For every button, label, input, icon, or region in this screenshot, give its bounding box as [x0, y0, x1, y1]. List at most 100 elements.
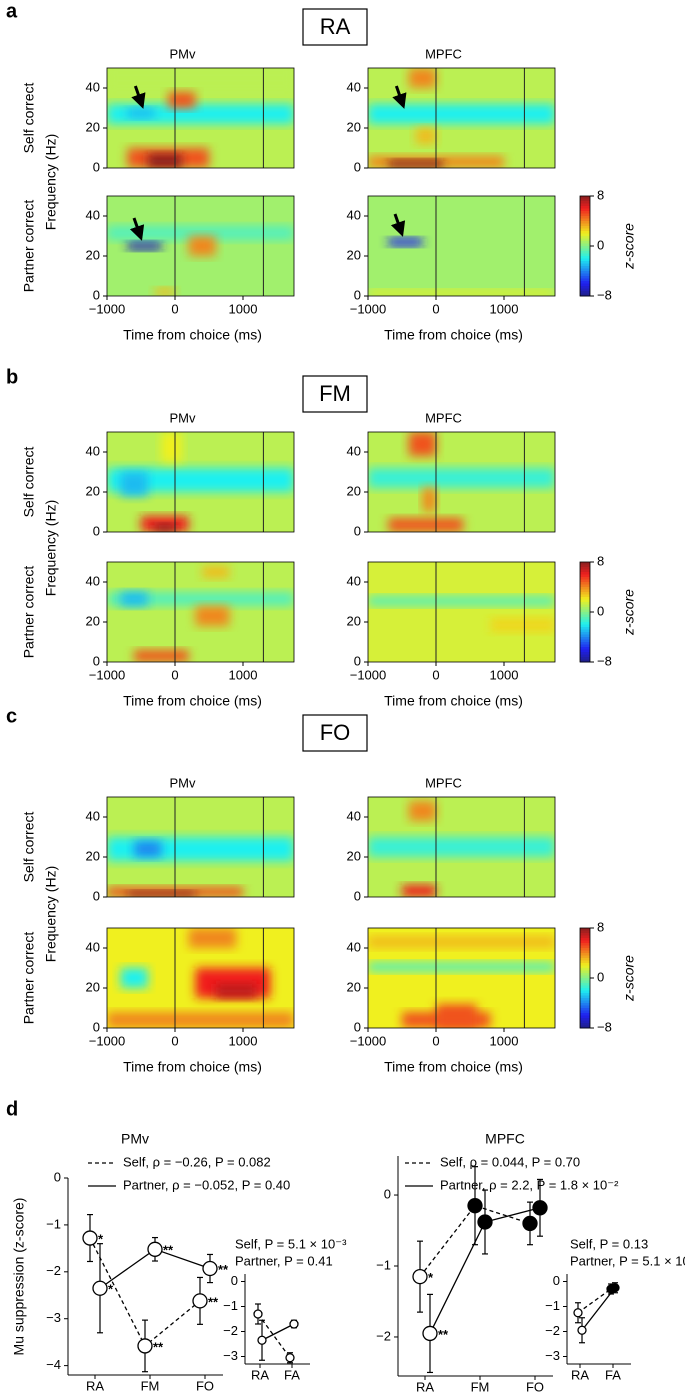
colorbar-cell: [580, 657, 590, 660]
heatmap-feature: [436, 1004, 477, 1028]
heatmap: [107, 928, 294, 1028]
marker: [285, 1353, 295, 1363]
colorbar-cell: [580, 248, 590, 252]
heatmap-feature: [107, 592, 294, 606]
colorbar-cell: [580, 607, 590, 610]
x-tick-label: FO: [196, 1378, 214, 1393]
marker: [467, 1198, 483, 1214]
colorbar-cell: [580, 985, 590, 989]
x-tick-label: 0: [171, 1033, 178, 1048]
x-axis-label: Time from choice (ms): [123, 327, 262, 343]
colorbar-cell: [580, 644, 590, 648]
y-tick-label: 40: [347, 79, 361, 94]
row-label: Self correct: [21, 82, 37, 153]
colorbar-tick-label: 0: [597, 969, 604, 984]
colorbar-cell: [580, 602, 590, 605]
x-tick-label: 1000: [490, 667, 519, 682]
colorbar-cell: [580, 1018, 590, 1021]
y-tick-label: 40: [86, 79, 100, 94]
marker: [412, 1268, 428, 1285]
colorbar-cell: [580, 238, 590, 242]
colorbar-cell: [580, 993, 590, 996]
arrow: [131, 85, 146, 109]
x-tick-label: 1000: [490, 301, 519, 316]
colorbar-cell: [580, 629, 590, 633]
x-tick-label: RA: [251, 1367, 269, 1382]
marker: [477, 1214, 493, 1230]
colorbar-cell: [580, 572, 590, 575]
x-tick-label: FM: [471, 1379, 490, 1393]
y-tick-label: 20: [86, 979, 100, 994]
heatmap: [368, 928, 555, 1028]
colorbar-cell: [580, 604, 590, 608]
heatmap-frame: [106, 431, 295, 533]
heatmap-feature: [368, 468, 555, 488]
heatmap-feature: [368, 290, 555, 296]
colorbar-cell: [580, 288, 590, 292]
y-tick-label: 40: [347, 207, 361, 222]
marker: [92, 1280, 108, 1296]
heatmap-frame: [367, 796, 556, 898]
y-tick-label: −1: [46, 1216, 61, 1231]
row-label: Partner correct: [21, 200, 37, 293]
colorbar-cell: [580, 955, 590, 959]
y-tick-label: 0: [93, 653, 100, 668]
colorbar-cell: [580, 988, 590, 991]
title-box: [302, 714, 368, 752]
y-axis-label: Frequency (Hz): [43, 866, 59, 962]
legend-label: Self, ρ = 0.044, P = 0.70: [440, 1154, 580, 1169]
colorbar-cell: [580, 283, 590, 287]
panel-title: RA: [320, 14, 351, 39]
heatmap-feature: [368, 104, 555, 124]
colorbar-cell: [580, 624, 590, 628]
heatmap-feature: [127, 891, 196, 897]
heatmap-frame: [106, 561, 295, 663]
y-tick-label: 0: [384, 1186, 391, 1201]
colorbar-cell: [580, 980, 590, 984]
y-tick-label: −2: [223, 1323, 238, 1338]
heatmap: [107, 797, 294, 897]
heatmap-feature: [127, 242, 162, 250]
colorbar-cell: [580, 617, 590, 620]
marker: [573, 1308, 583, 1318]
colorbar-cell: [580, 622, 590, 625]
panel-title: FM: [319, 381, 351, 406]
colorbar-cell: [580, 928, 590, 931]
colorbar-cell: [580, 978, 590, 981]
legend-label: Self, P = 0.13: [570, 1236, 648, 1251]
y-tick-label: 20: [86, 483, 100, 498]
colorbar-cell: [580, 582, 590, 585]
colorbar-cell: [580, 579, 590, 583]
colorbar-cell: [580, 930, 590, 934]
x-tick-label: 1000: [490, 1033, 519, 1048]
y-tick-label: −4: [46, 1357, 61, 1372]
x-tick-label: 1000: [229, 301, 258, 316]
colorbar-cell: [580, 943, 590, 946]
colorbar-cell: [580, 251, 590, 254]
heatmap-feature: [107, 1012, 294, 1028]
series-line: [581, 1287, 616, 1331]
x-tick-label: −1000: [350, 667, 387, 682]
y-tick-label: −1: [545, 1298, 560, 1313]
y-tick-label: 20: [347, 979, 361, 994]
y-tick-label: 40: [347, 808, 361, 823]
colorbar-cell: [580, 1025, 590, 1029]
x-axis-label: Time from choice (ms): [384, 1059, 523, 1075]
colorbar-cell: [580, 1010, 590, 1014]
column-title: PMv: [170, 410, 197, 425]
y-tick-label: 0: [354, 1019, 361, 1034]
heatmap: [368, 68, 555, 168]
colorbar-cell: [580, 276, 590, 279]
colorbar-cell: [580, 933, 590, 936]
marker: [202, 1260, 218, 1277]
colorbar-cell: [580, 241, 590, 244]
y-tick-label: −1: [223, 1298, 238, 1313]
colorbar-cell: [580, 975, 590, 979]
series-line: [419, 1204, 531, 1278]
colorbar-cell: [580, 584, 590, 588]
y-tick-label: 20: [86, 119, 100, 134]
colorbar-cell: [580, 228, 590, 232]
y-tick-label: 40: [347, 443, 361, 458]
heatmap-feature: [368, 596, 555, 606]
